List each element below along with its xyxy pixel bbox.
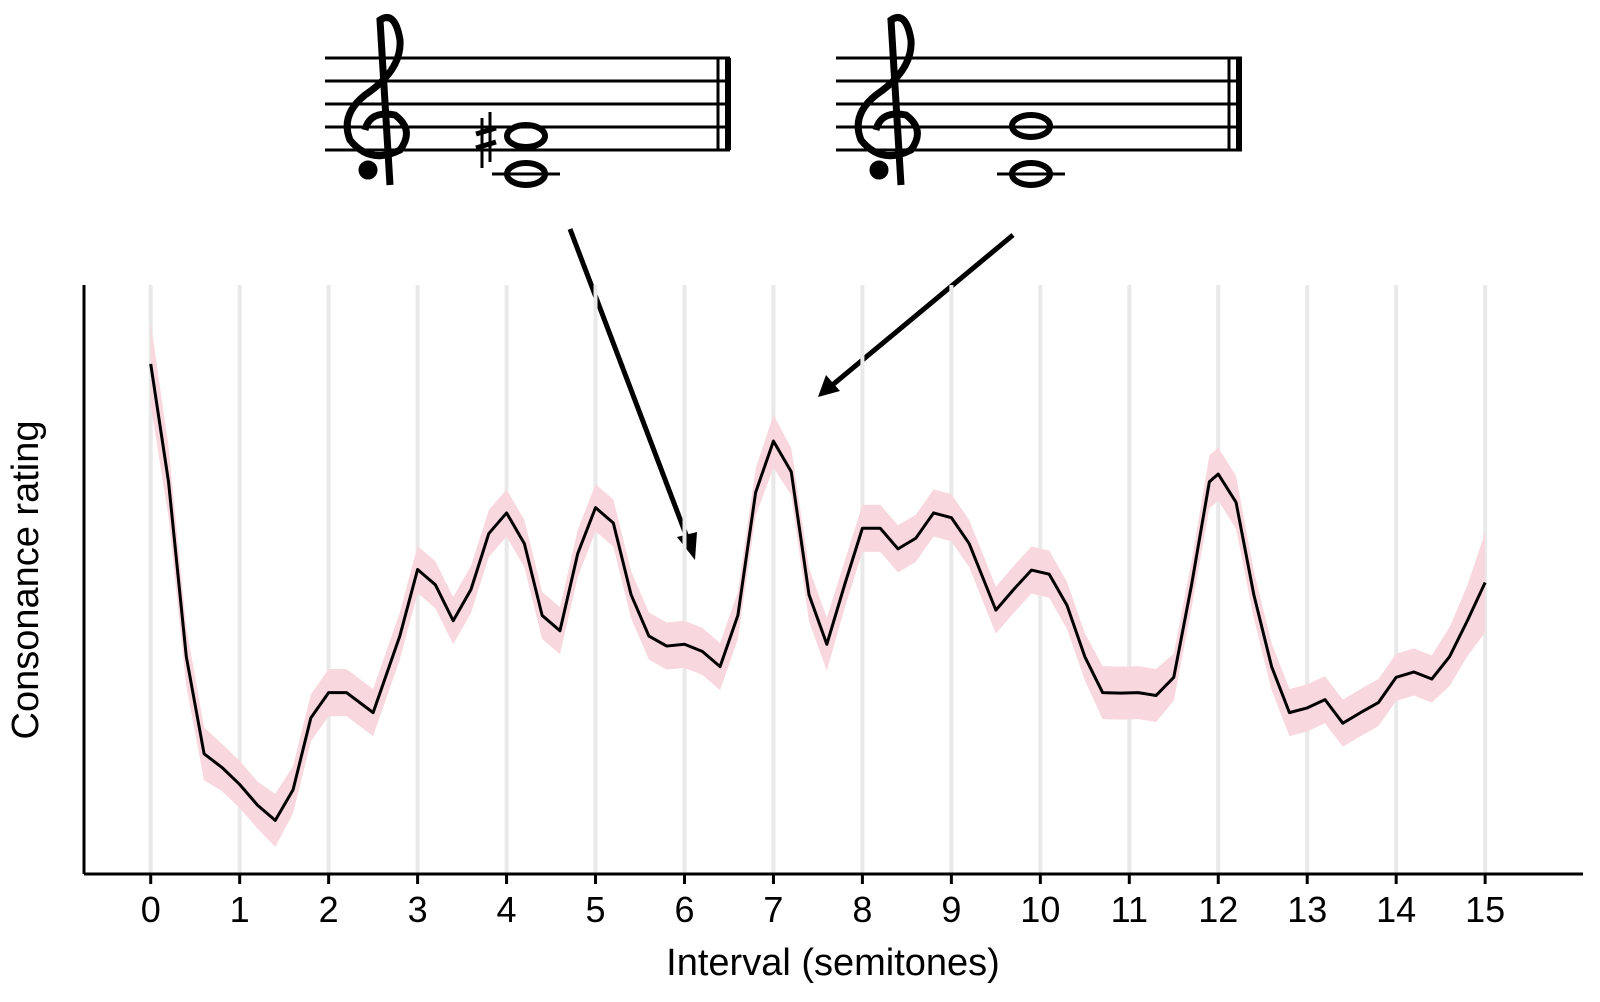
x-tick-label: 14	[1376, 889, 1416, 930]
x-tick-label: 11	[1111, 889, 1148, 930]
x-tick-label: 1	[230, 889, 250, 930]
x-tick-label: 15	[1465, 889, 1505, 930]
x-tick-label: 9	[941, 889, 961, 930]
x-tick-label: 7	[763, 889, 783, 930]
confidence-band	[150, 322, 1486, 847]
x-tick-label: 4	[497, 889, 517, 930]
x-tick-label: 2	[319, 889, 339, 930]
x-tick-label: 10	[1020, 889, 1060, 930]
plot: 0 1 2 3 4 5 6 7 8 9 10 11 12 13 14 15	[141, 285, 1505, 930]
x-tick-label: 3	[408, 889, 428, 930]
notation	[325, 14, 1242, 560]
line	[149, 363, 1487, 822]
x-tick-label: 12	[1198, 889, 1238, 930]
x-tick-label: 0	[141, 889, 161, 930]
x-axis-label: Interval (semitones)	[666, 942, 1000, 984]
x-tick-label: 6	[674, 889, 694, 930]
y-axis-label: Consonance rating	[5, 421, 47, 740]
x-tick-label: 8	[852, 889, 872, 930]
x-tick-label: 5	[586, 889, 606, 930]
x-tick-label: 13	[1287, 889, 1327, 930]
